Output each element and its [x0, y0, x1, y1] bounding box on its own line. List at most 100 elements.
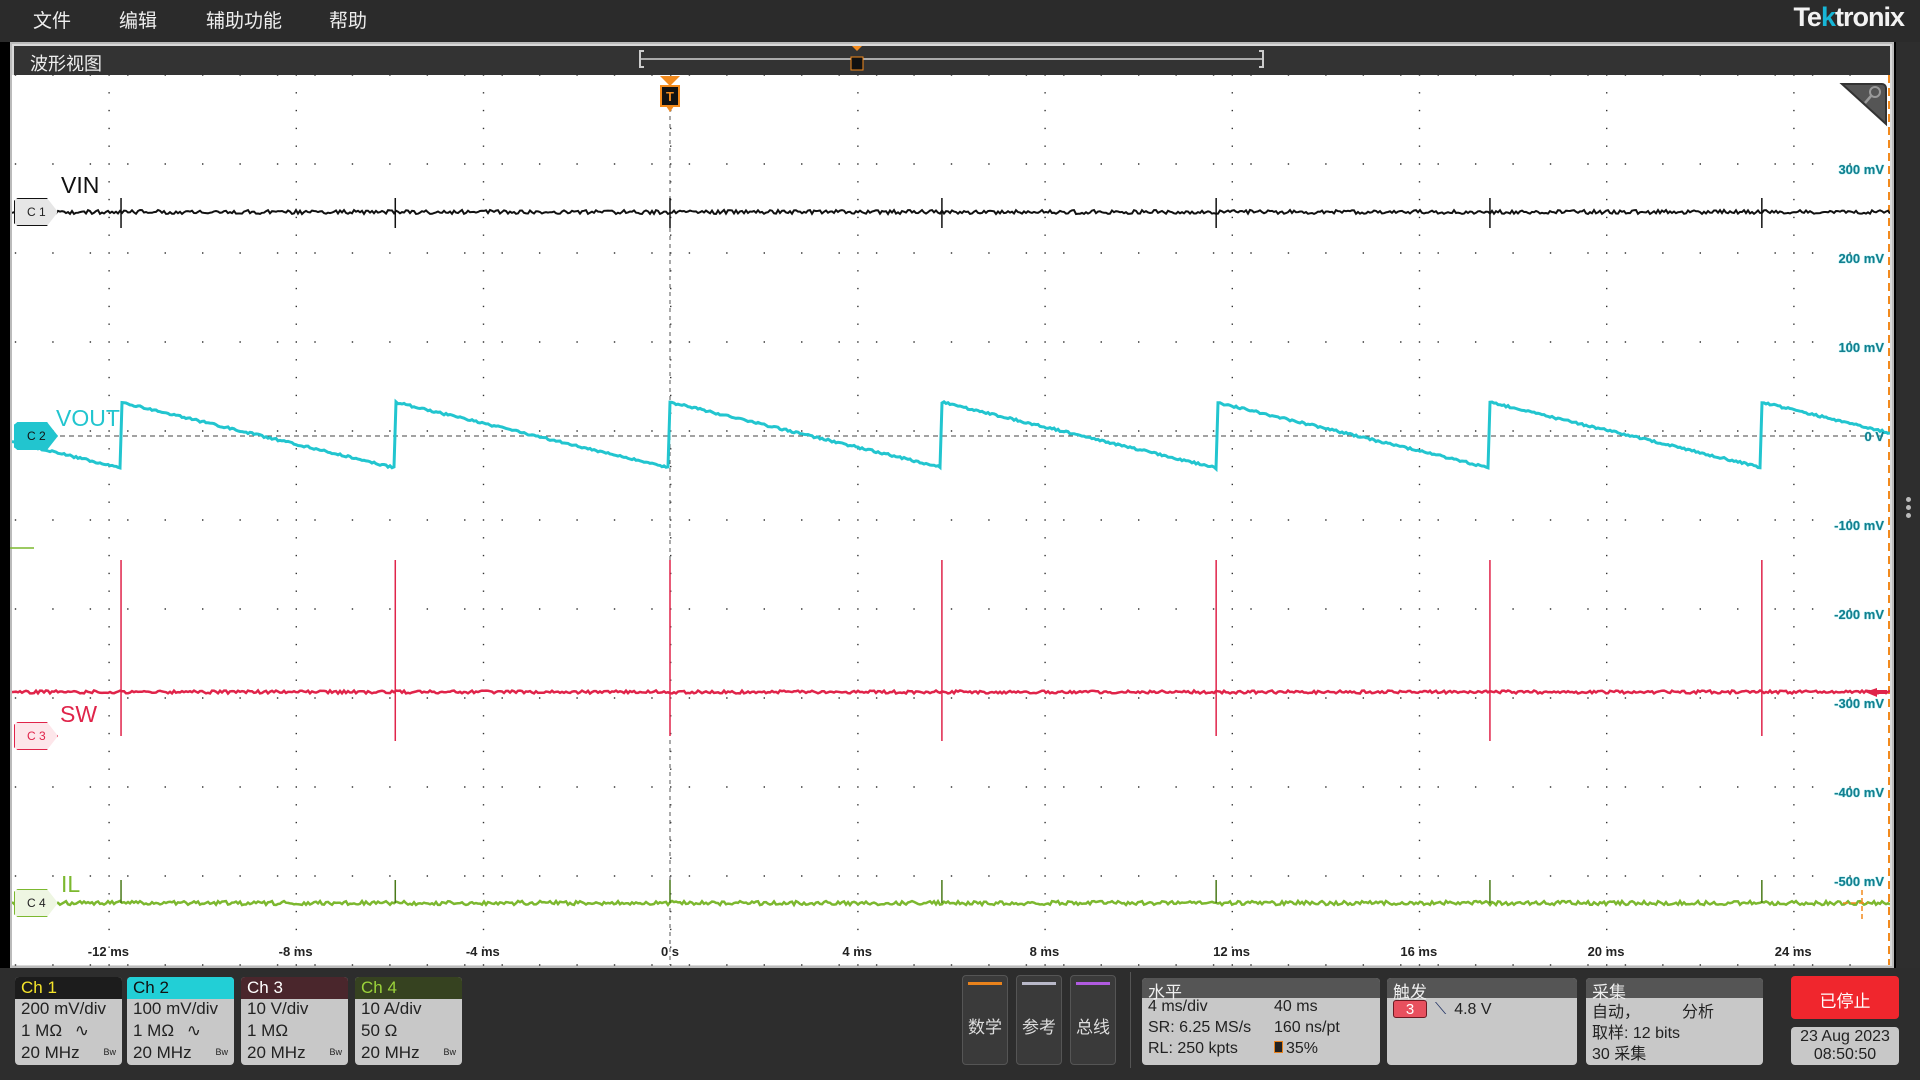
time-label: -8 ms [279, 944, 313, 959]
graticule [15, 75, 1851, 965]
grid-dots [15, 75, 1851, 965]
overview-trigger-arrow [852, 46, 862, 51]
sw-trace [12, 691, 1890, 694]
time-label: -12 ms [88, 944, 129, 959]
vout-trace [12, 402, 1890, 469]
acquisition-title: 采集 [1586, 978, 1763, 998]
svg-text:T: T [666, 89, 674, 104]
channel-impedance: 1 MΩ [21, 1021, 62, 1040]
il-spikes [121, 880, 1762, 903]
bus-button[interactable]: 总线 [1070, 975, 1116, 1065]
horizontal-panel[interactable]: 水平 4 ms/div 40 ms SR: 6.25 MS/s 160 ns/pt … [1142, 978, 1380, 1065]
acquisition-panel[interactable]: 采集 自动， 分析 取样: 12 bits 30 采集 [1586, 978, 1763, 1065]
time-label: 12 ms [1213, 944, 1250, 959]
trigger-position-marker[interactable]: T [660, 76, 680, 112]
bus-color-bar [1076, 982, 1110, 985]
channel-1-box[interactable]: Ch 1 200 mV/div 1 MΩ ∿ 20 MHz Bw [15, 977, 122, 1065]
horizontal-scale: 4 ms/div [1148, 998, 1208, 1015]
channel-label: Ch 4 [355, 977, 462, 999]
trigger-panel[interactable]: 触发 3 ⟍ 4.8 V [1387, 978, 1577, 1065]
zoom-icon[interactable] [1842, 84, 1886, 124]
channel-label: Ch 1 [15, 977, 122, 999]
time-label: 16 ms [1400, 944, 1437, 959]
time-label: 24 ms [1775, 944, 1812, 959]
date-time: 23 Aug 2023 08:50:50 [1791, 1027, 1899, 1065]
channel-impedance: 1 MΩ [133, 1021, 174, 1040]
channel-label: Ch 2 [127, 977, 234, 999]
trace-label-il: IL [61, 871, 80, 898]
math-label: 数学 [963, 1013, 1007, 1038]
coupling-icon: ∿ [75, 1021, 89, 1040]
time-label: -4 ms [466, 944, 500, 959]
trace-label-vin: VIN [61, 172, 99, 199]
settings-bar: Ch 1 200 mV/div 1 MΩ ∿ 20 MHz Bw Ch 2 100 … [0, 968, 1920, 1080]
voltage-label: 100 mV [1838, 340, 1884, 355]
trigger-title: 触发 [1387, 978, 1577, 998]
trigger-position: 35% [1286, 1040, 1318, 1057]
acquisition-count: 30 采集 [1586, 1040, 1763, 1061]
voltage-label: -400 mV [1834, 785, 1884, 800]
acquisition-resolution: 取样: 12 bits [1586, 1019, 1763, 1040]
time-label: 0 s [661, 944, 679, 959]
ref-color-bar [1022, 982, 1056, 985]
voltage-label: -300 mV [1834, 696, 1884, 711]
ch3-badge-label: C 3 [27, 729, 46, 743]
channel-4-box[interactable]: Ch 4 10 A/div 50 Ω 20 MHz Bw [355, 977, 462, 1065]
trigger-position-icon [1274, 1041, 1283, 1053]
channel-3-box[interactable]: Ch 3 10 V/div 1 MΩ 20 MHz Bw [241, 977, 348, 1065]
math-button[interactable]: 数学 [962, 975, 1008, 1065]
time-label: 20 ms [1588, 944, 1625, 959]
channel-scale: 100 mV/div [127, 999, 234, 1021]
trace-label-sw: SW [60, 701, 97, 728]
coupling-icon: ∿ [187, 1021, 201, 1040]
sw-spikes [121, 560, 1762, 741]
falling-edge-icon: ⟍ [1435, 1001, 1446, 1018]
divider [1130, 972, 1131, 1068]
trace-label-vout: VOUT [56, 405, 120, 432]
ch2-badge-label: C 2 [27, 429, 46, 443]
vin-trace [12, 210, 1890, 214]
channel-bandwidth: 20 MHz [133, 1043, 192, 1062]
channel-label: Ch 3 [241, 977, 348, 999]
trigger-level: 4.8 V [1454, 1001, 1491, 1018]
channel-bandwidth: 20 MHz [21, 1043, 80, 1062]
channel-scale: 200 mV/div [15, 999, 122, 1021]
bandwidth-limit-icon: Bw [215, 1047, 228, 1057]
bus-label: 总线 [1071, 1013, 1115, 1038]
voltage-label: 200 mV [1838, 251, 1884, 266]
time: 08:50:50 [1791, 1046, 1899, 1064]
ref-label: 参考 [1017, 1013, 1061, 1038]
ch4-badge-label: C 4 [27, 896, 46, 910]
ch1-badge-label: C 1 [27, 205, 46, 219]
channel-scale: 10 A/div [355, 999, 462, 1021]
il-trace [12, 901, 1890, 905]
record-length: RL: 250 kpts [1148, 1040, 1238, 1057]
math-color-bar [968, 982, 1002, 985]
channel-bandwidth: 20 MHz [247, 1043, 306, 1062]
channel-bandwidth: 20 MHz [361, 1043, 420, 1062]
overview-trigger-icon [851, 57, 863, 70]
record-overview[interactable] [640, 46, 1263, 70]
horizontal-duration: 40 ms [1274, 998, 1318, 1016]
bandwidth-limit-icon: Bw [329, 1047, 342, 1057]
time-label: 4 ms [842, 944, 872, 959]
time-label: 8 ms [1030, 944, 1060, 959]
ref-button[interactable]: 参考 [1016, 975, 1062, 1065]
voltage-label: -100 mV [1834, 518, 1884, 533]
traces [12, 198, 1890, 905]
horizontal-title: 水平 [1142, 978, 1380, 998]
bandwidth-limit-icon: Bw [103, 1047, 116, 1057]
time-resolution: 160 ns/pt [1274, 1019, 1340, 1037]
channel-2-box[interactable]: Ch 2 100 mV/div 1 MΩ ∿ 20 MHz Bw [127, 977, 234, 1065]
voltage-label: 0 V [1864, 429, 1884, 444]
channel-impedance: 50 Ω [361, 1021, 397, 1040]
trigger-source-badge: 3 [1393, 1000, 1427, 1018]
voltage-label: -500 mV [1834, 874, 1884, 889]
run-stop-button[interactable]: 已停止 [1791, 976, 1899, 1019]
bandwidth-limit-icon: Bw [443, 1047, 456, 1057]
voltage-label: -200 mV [1834, 607, 1884, 622]
voltage-label: 300 mV [1838, 162, 1884, 177]
channel-impedance: 1 MΩ [247, 1021, 288, 1040]
channel-scale: 10 V/div [241, 999, 348, 1021]
